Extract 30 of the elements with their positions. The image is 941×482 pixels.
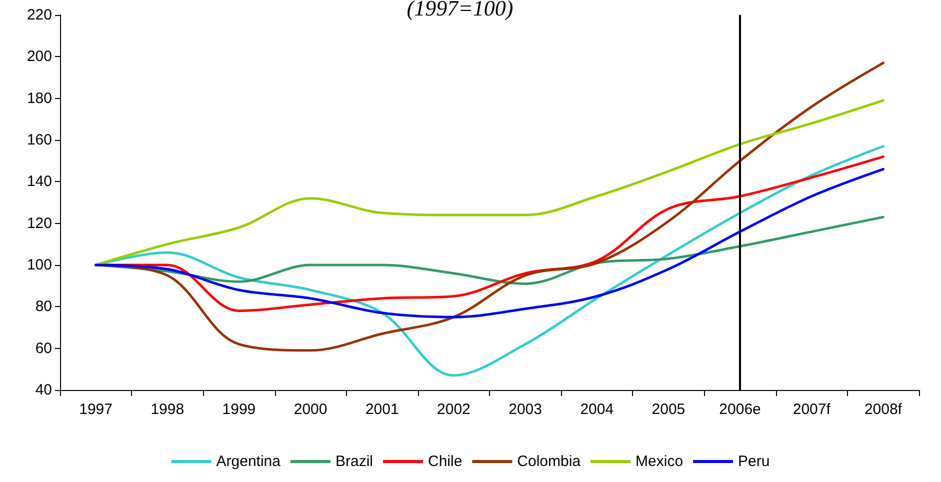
legend-label: Argentina [216,453,282,470]
x-tick-label: 2000 [294,401,328,418]
x-tick-label: 2005 [652,401,686,418]
y-tick-label: 80 [35,298,52,316]
legend-label: Chile [428,453,462,470]
x-tick-label: 1999 [222,401,256,418]
legend-label: Brazil [335,453,373,470]
legend-label: Peru [738,453,770,470]
y-tick-label: 120 [26,214,52,232]
y-tick-label: 60 [35,340,52,357]
x-tick-label: 2007f [792,401,832,418]
x-tick-label: 2008f [864,401,903,418]
line-series [94,99,884,266]
y-tick-label: 220 [26,6,52,24]
x-tick-label: 2006e [719,401,761,418]
x-tick-label: 2004 [580,401,614,418]
y-tick-label: 100 [26,256,52,274]
x-tick-label: 1997 [79,401,112,418]
x-tick-label: 2003 [508,401,542,418]
y-tick-label: 180 [26,90,52,107]
y-tick-label: 140 [26,173,52,190]
x-tick-label: 1998 [150,401,184,418]
chart-subtitle: (1997=100) [406,0,514,20]
y-tick-label: 40 [35,382,52,398]
legend-label: Mexico [636,453,684,470]
x-tick-label: 2001 [365,401,399,418]
y-tick-label: 200 [26,48,52,66]
x-tick-label: 2002 [437,401,470,418]
legend-label: Colombia [517,453,582,470]
y-tick-label: 160 [26,132,52,148]
